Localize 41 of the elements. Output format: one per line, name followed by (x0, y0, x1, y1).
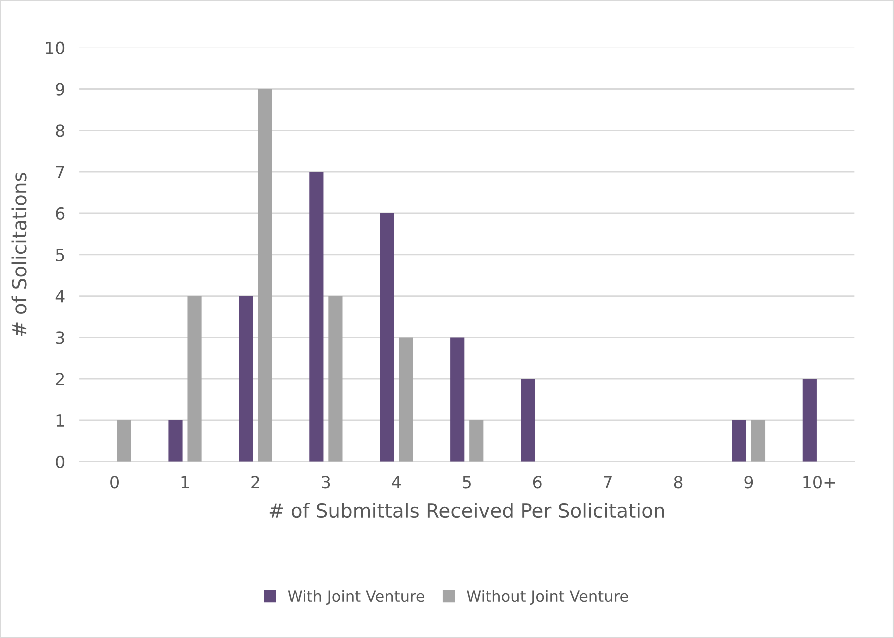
legend-label: Without Joint Venture (467, 590, 628, 605)
bar (258, 89, 272, 462)
y-tick-label: 9 (56, 83, 65, 96)
y-axis-title: # of Solicitations (12, 173, 27, 336)
x-tick-label: 4 (392, 476, 402, 488)
bar (470, 420, 484, 462)
x-tick-label: 5 (463, 476, 471, 489)
y-tick-label: 5 (56, 249, 64, 262)
bar (521, 379, 536, 462)
bar (188, 296, 202, 462)
y-tick-label: 0 (56, 456, 65, 468)
bar (751, 420, 766, 462)
y-tick-label: 2 (56, 373, 64, 386)
bar (380, 213, 394, 462)
y-tick-label: 4 (56, 290, 65, 303)
bar (328, 296, 343, 462)
y-tick-label: 6 (56, 207, 65, 220)
x-tick-label: 9 (744, 476, 754, 489)
bar (239, 296, 254, 462)
bar (310, 172, 324, 462)
y-tick-label: 8 (56, 124, 65, 138)
x-tick-label: 2 (252, 476, 260, 488)
bar (399, 338, 414, 462)
bar (802, 379, 817, 462)
bar (117, 420, 132, 462)
x-tick-label: 0 (110, 476, 119, 489)
x-tick-label: 8 (674, 476, 683, 489)
x-tick-label: 6 (533, 476, 542, 489)
y-tick-label: 7 (56, 166, 64, 178)
bar (450, 338, 465, 462)
bar (168, 420, 183, 462)
legend-label: With Joint Venture (288, 590, 425, 605)
x-tick-label: 3 (322, 476, 330, 489)
y-tick-label: 10 (46, 42, 65, 54)
x-tick-label: 1 (182, 476, 190, 488)
bar (732, 420, 747, 462)
x-tick-label: 10+ (804, 476, 836, 489)
x-tick-label: 7 (604, 476, 612, 488)
x-axis-title: # of Submittals Received Per Solicitation (270, 503, 664, 518)
y-tick-label: 3 (56, 332, 64, 344)
y-tick-label: 1 (56, 414, 64, 427)
